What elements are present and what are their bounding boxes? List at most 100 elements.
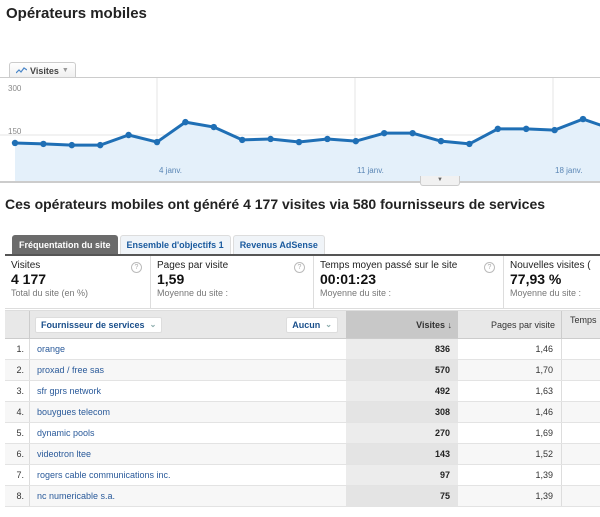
report-tabs: Fréquentation du site Ensemble d'objecti… <box>12 235 325 254</box>
data-table: Fournisseur de services ⌄ Aucun ⌄ Visite… <box>5 310 600 507</box>
scorecard-value: 00:01:23 <box>320 271 377 287</box>
help-icon[interactable]: ? <box>131 262 142 273</box>
tab-objectifs[interactable]: Ensemble d'objectifs 1 <box>119 235 231 254</box>
time-cell <box>562 444 600 464</box>
tab-frequentation[interactable]: Fréquentation du site <box>12 235 118 254</box>
metric-picker[interactable]: Visites ▼ <box>9 62 76 78</box>
collapse-chart-button[interactable]: ▼ <box>420 176 460 186</box>
table-row: 5. dynamic pools 270 1,69 <box>5 423 600 444</box>
scorecards: Visites 4 177 Total du site (en %) ? Pag… <box>5 256 600 309</box>
time-cell <box>562 465 600 485</box>
time-cell <box>562 381 600 401</box>
visits-cell: 75 <box>346 486 458 506</box>
scorecard-value: 1,59 <box>157 271 185 287</box>
visits-cell: 492 <box>346 381 458 401</box>
scorecard-visites: Visites 4 177 Total du site (en %) ? <box>5 256 151 308</box>
visits-cell: 270 <box>346 423 458 443</box>
table-row: 4. bouygues telecom 308 1,46 <box>5 402 600 423</box>
primary-dimension-label: Fournisseur de services <box>41 319 145 330</box>
pages-per-visit-cell: 1,52 <box>458 444 562 464</box>
scorecard-label: Pages par visite <box>157 260 229 271</box>
provider-link[interactable]: dynamic pools <box>37 428 95 438</box>
time-cell <box>562 402 600 422</box>
scorecard-label: Temps moyen passé sur le site <box>320 260 458 271</box>
scorecard-value: 77,93 % <box>510 271 562 287</box>
scorecard-label: Nouvelles visites ( <box>510 260 591 271</box>
pages-per-visit-cell: 1,39 <box>458 486 562 506</box>
pages-per-visit-cell: 1,46 <box>458 339 562 359</box>
visits-cell: 836 <box>346 339 458 359</box>
table-body: 1. orange 836 1,46 2. proxad / free sas … <box>5 339 600 507</box>
pages-per-visit-cell: 1,63 <box>458 381 562 401</box>
chevron-updown-icon: ⌄ <box>149 320 157 329</box>
table-row: 6. videotron ltee 143 1,52 <box>5 444 600 465</box>
scorecard-value: 4 177 <box>11 271 47 287</box>
table-header: Fournisseur de services ⌄ Aucun ⌄ Visite… <box>5 310 600 339</box>
pages-per-visit-cell: 1,46 <box>458 402 562 422</box>
row-index: 1. <box>5 339 30 359</box>
provider-link[interactable]: bouygues telecom <box>37 407 111 417</box>
visits-cell: 570 <box>346 360 458 380</box>
svg-text:18 janv.: 18 janv. <box>555 166 582 175</box>
time-cell <box>562 339 600 359</box>
line-chart: 300 150 4 janv. 11 janv. 18 janv. <box>0 77 600 185</box>
row-index: 5. <box>5 423 30 443</box>
chevron-updown-icon: ⌄ <box>325 320 332 329</box>
page-title: Opérateurs mobiles <box>6 5 147 22</box>
secondary-dimension-label: Aucun <box>292 319 321 330</box>
scorecard-sub: Moyenne du site : <box>157 288 229 298</box>
table-row: 3. sfr gprs network 492 1,63 <box>5 381 600 402</box>
help-icon[interactable]: ? <box>294 262 305 273</box>
metric-picker-label: Visites <box>30 65 59 76</box>
table-row: 1. orange 836 1,46 <box>5 339 600 360</box>
row-index: 6. <box>5 444 30 464</box>
time-cell <box>562 423 600 443</box>
provider-link[interactable]: proxad / free sas <box>37 365 105 375</box>
scorecard-pages-par-visite: Pages par visite 1,59 Moyenne du site : … <box>151 256 314 308</box>
summary-heading: Ces opérateurs mobiles ont généré 4 177 … <box>5 196 546 212</box>
secondary-dimension-select[interactable]: Aucun ⌄ <box>286 316 338 333</box>
scorecard-nouvelles-visites: Nouvelles visites ( 77,93 % Moyenne du s… <box>504 256 600 308</box>
scorecard-temps-moyen: Temps moyen passé sur le site 00:01:23 M… <box>314 256 504 308</box>
row-index: 8. <box>5 486 30 506</box>
visits-cell: 97 <box>346 465 458 485</box>
column-header-pages-par-visite[interactable]: Pages par visite <box>458 311 562 338</box>
row-index: 3. <box>5 381 30 401</box>
provider-link[interactable]: orange <box>37 344 66 354</box>
provider-link[interactable]: rogers cable communications inc. <box>37 470 171 480</box>
svg-text:150: 150 <box>8 127 22 136</box>
row-index: 4. <box>5 402 30 422</box>
provider-link[interactable]: nc numericable s.a. <box>37 491 116 501</box>
scorecard-sub: Moyenne du site : <box>510 288 582 298</box>
index-header <box>5 311 30 338</box>
primary-dimension-select[interactable]: Fournisseur de services ⌄ <box>35 316 163 333</box>
visits-cell: 143 <box>346 444 458 464</box>
pages-per-visit-cell: 1,70 <box>458 360 562 380</box>
pages-per-visit-cell: 1,69 <box>458 423 562 443</box>
table-row: 8. nc numericable s.a. 75 1,39 <box>5 486 600 507</box>
chevron-down-icon: ▼ <box>61 67 69 74</box>
row-index: 2. <box>5 360 30 380</box>
chart-canvas: 300 150 4 janv. 11 janv. 18 janv. <box>0 78 600 183</box>
svg-text:300: 300 <box>8 84 22 93</box>
column-header-visites[interactable]: Visites ↓ <box>346 311 458 338</box>
time-cell <box>562 360 600 380</box>
provider-link[interactable]: videotron ltee <box>37 449 92 459</box>
time-cell <box>562 486 600 506</box>
tab-adsense[interactable]: Revenus AdSense <box>232 235 325 254</box>
line-chart-icon <box>16 67 27 74</box>
help-icon[interactable]: ? <box>484 262 495 273</box>
svg-text:11 janv.: 11 janv. <box>357 166 384 175</box>
provider-link[interactable]: sfr gprs network <box>37 386 102 396</box>
tab-divider <box>5 254 600 256</box>
table-row: 2. proxad / free sas 570 1,70 <box>5 360 600 381</box>
scorecard-sub: Moyenne du site : <box>320 288 392 298</box>
scorecard-sub: Total du site (en %) <box>11 288 89 298</box>
row-index: 7. <box>5 465 30 485</box>
pages-per-visit-cell: 1,39 <box>458 465 562 485</box>
column-header-temps[interactable]: Temps <box>570 315 597 325</box>
table-row: 7. rogers cable communications inc. 97 1… <box>5 465 600 486</box>
svg-text:4 janv.: 4 janv. <box>159 166 182 175</box>
dimension-header: Fournisseur de services ⌄ Aucun ⌄ <box>30 311 346 338</box>
visits-cell: 308 <box>346 402 458 422</box>
